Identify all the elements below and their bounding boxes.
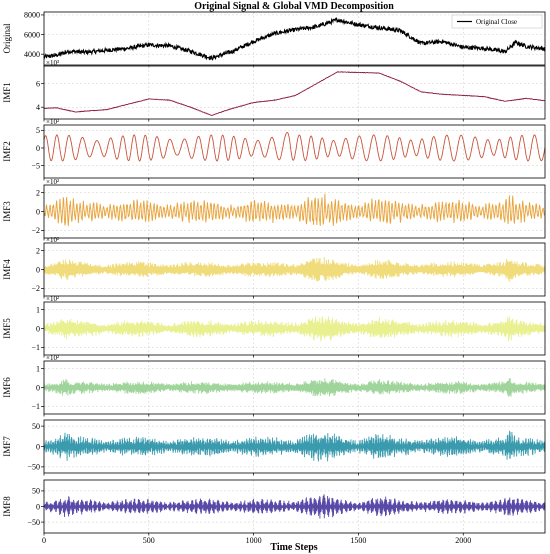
y-tick-label: 0 <box>36 324 40 333</box>
x-tick-label: 1000 <box>246 536 262 545</box>
scale-label: ×10³ <box>46 59 59 67</box>
series-line-imf1 <box>43 71 546 116</box>
panel-imf7: −50 0 50 IMF7 <box>2 419 546 476</box>
y-axis-label: IMF5 <box>2 318 12 339</box>
x-tick-label: 500 <box>143 536 155 545</box>
y-tick-label: −50 <box>27 518 40 527</box>
y-tick-label: 0 <box>36 144 40 153</box>
series-line-imf8 <box>43 494 546 519</box>
series-line-imf2 <box>43 132 546 162</box>
y-tick-label: 0 <box>36 442 40 451</box>
y-tick-label: 0 <box>36 207 40 216</box>
y-tick-label: 1 <box>36 364 40 373</box>
series-line-imf3 <box>43 193 546 227</box>
legend-entry: Original Close <box>476 18 517 26</box>
x-tick-label: 1500 <box>350 536 366 545</box>
y-tick-label: 0 <box>36 383 40 392</box>
scale-label: ×10² <box>46 295 59 303</box>
y-axis-label: IMF6 <box>2 377 12 398</box>
y-tick-label: 2 <box>36 188 40 197</box>
y-tick-label: 4000 <box>24 50 40 59</box>
panel-frame <box>43 11 546 66</box>
y-tick-label: 4 <box>36 103 40 112</box>
series-line-imf6 <box>43 377 546 397</box>
y-axis-label: Original <box>2 23 12 53</box>
series-line-imf5 <box>43 316 546 342</box>
y-tick-label: −5 <box>31 161 40 170</box>
panel-original: 4000 6000 8000 Original Original Close <box>2 11 546 68</box>
series-line-original <box>43 16 546 61</box>
panel-imf2: −5 0 5 IMF2 ×10² <box>2 118 546 181</box>
y-axis-label: IMF7 <box>2 436 12 457</box>
panel-imf4: −2 0 2 IMF4 ×10² <box>2 236 546 299</box>
y-tick-label: 8000 <box>24 11 40 20</box>
y-tick-label: 6 <box>36 79 40 88</box>
y-tick-label: 50 <box>32 487 40 496</box>
y-tick-label: 50 <box>32 422 40 431</box>
y-tick-label: 6000 <box>24 30 40 39</box>
y-tick-label: 5 <box>36 126 40 135</box>
x-tick-label: 0 <box>42 536 46 545</box>
y-tick-label: −50 <box>27 463 40 472</box>
scale-label: ×10² <box>46 354 59 362</box>
y-axis-label: IMF3 <box>2 201 12 222</box>
y-axis-label: IMF1 <box>2 82 12 103</box>
legend-box <box>451 14 543 29</box>
x-axis-label: Time Steps <box>270 542 317 553</box>
y-axis-label: IMF2 <box>2 141 12 162</box>
y-tick-label: 0 <box>36 265 40 274</box>
panel-frame <box>43 65 546 120</box>
chart-title: Original Signal & Global VMD Decompositi… <box>194 1 394 12</box>
series-line-imf7 <box>43 430 546 462</box>
y-axis-label: IMF4 <box>2 259 12 280</box>
scale-label: ×10² <box>46 118 59 126</box>
y-tick-label: −2 <box>31 226 40 235</box>
y-tick-label: 0 <box>36 502 40 511</box>
panel-imf3: −2 0 2 IMF3 ×10² <box>2 178 546 241</box>
y-tick-label: −1 <box>31 343 40 352</box>
panel-imf1: 4 6 IMF1 ×10³ <box>2 59 546 122</box>
panel-imf5: −1 0 1 IMF5 ×10² <box>2 295 546 358</box>
panel-frame <box>43 124 546 179</box>
legend: Original Close <box>451 14 543 29</box>
y-tick-label: −2 <box>31 284 40 293</box>
scale-label: ×10² <box>46 236 59 244</box>
scale-label: ×10² <box>46 178 59 186</box>
y-tick-label: 1 <box>36 305 40 314</box>
y-axis-label: IMF8 <box>2 496 12 517</box>
series-line-imf4 <box>43 257 546 283</box>
x-tick-label: 2000 <box>455 536 471 545</box>
y-tick-label: 2 <box>36 246 40 255</box>
panel-imf6: −1 0 1 IMF6 ×10² <box>2 354 546 417</box>
panels: 4000 6000 8000 Original Original Close 4 6 IMF1… <box>2 11 546 545</box>
y-tick-label: −1 <box>31 402 40 411</box>
